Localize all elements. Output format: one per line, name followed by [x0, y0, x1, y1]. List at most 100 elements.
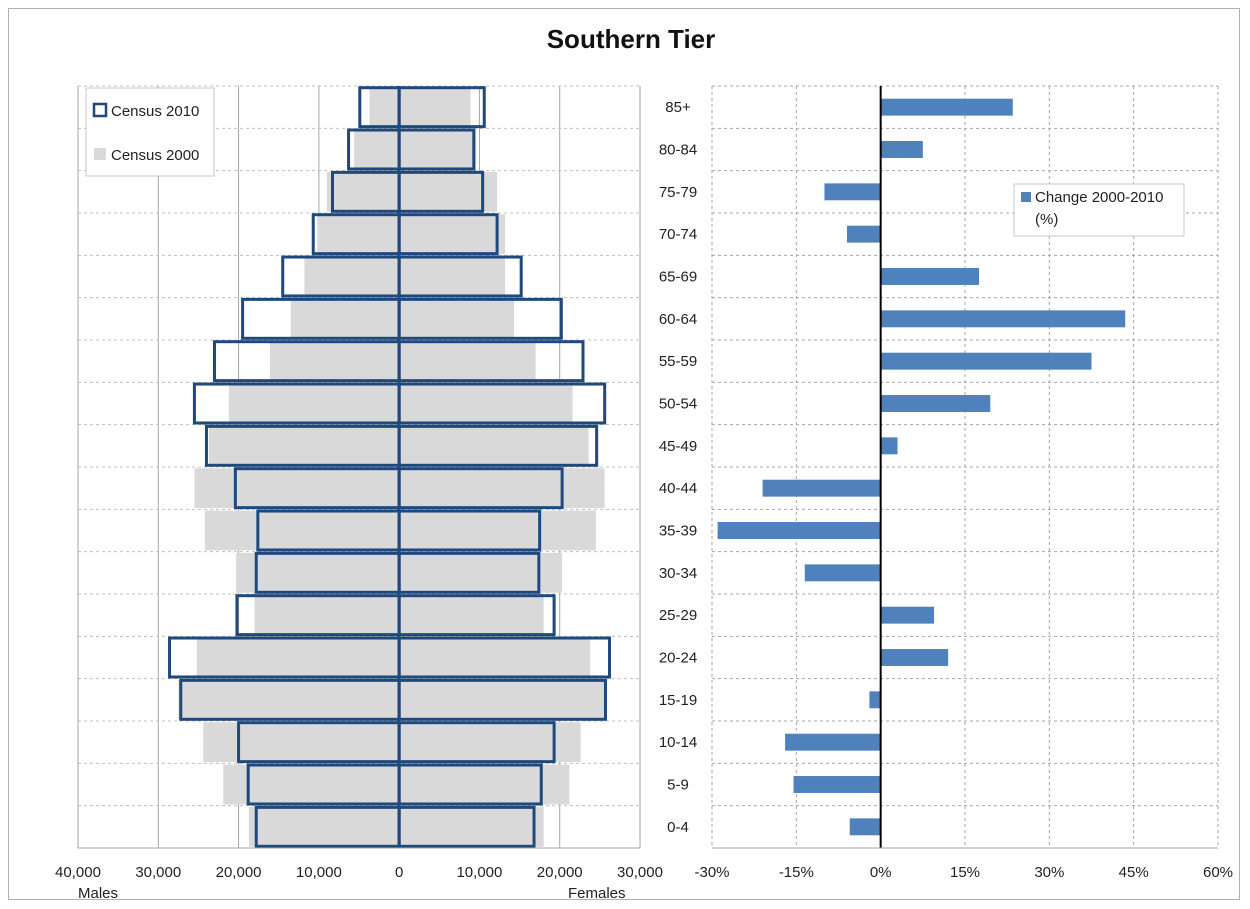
bar-2000-female-5-9 [399, 764, 570, 805]
legend-swatch-census-2000 [94, 148, 106, 160]
bar-2000-female-35-39 [399, 510, 596, 551]
change-tick-label: 0% [870, 864, 892, 881]
change-bar-25-29 [880, 606, 935, 624]
pyramid-legend: Census 2010 Census 2000 [85, 87, 215, 177]
change-bar-80-84 [880, 141, 923, 158]
legend-label-census-2010: Census 2010 [111, 103, 199, 120]
bar-2000-female-60-64 [399, 298, 514, 339]
age-label-20-24: 20-24 [659, 650, 697, 667]
bar-2000-female-85+ [399, 87, 471, 128]
age-label-5-9: 5-9 [667, 777, 689, 794]
change-bar-50-54 [880, 395, 991, 412]
change-bars [717, 98, 1126, 836]
bar-2000-female-80-84 [399, 129, 477, 170]
change-bar-40-44 [762, 479, 881, 497]
change-tick-label: -15% [779, 864, 814, 881]
change-bar-15-19 [869, 691, 881, 709]
bar-2000-male-40-44 [194, 468, 400, 509]
bar-2000-female-55-59 [399, 341, 536, 382]
bar-2000-male-10-14 [203, 722, 400, 763]
females-label: Females [568, 885, 626, 902]
change-bar-85+ [880, 98, 1013, 116]
pyramid-legend-box [85, 87, 215, 177]
bar-2000-male-85+ [369, 87, 400, 128]
pyramid-tick-label: 10,000 [296, 864, 342, 881]
age-label-10-14: 10-14 [659, 734, 697, 751]
bar-2000-male-15-19 [178, 679, 400, 720]
bar-2000-female-45-49 [399, 425, 589, 466]
bar-2000-male-80-84 [354, 129, 400, 170]
bar-2000-female-10-14 [399, 722, 581, 763]
bar-2000-male-5-9 [223, 764, 400, 805]
change-bar-30-34 [804, 564, 881, 582]
change-tick-label: 60% [1203, 864, 1233, 881]
bar-2000-female-75-79 [399, 171, 498, 212]
change-bar-45-49 [880, 437, 898, 455]
age-category-labels: 0-4 5-9 10-14 15-19 20-24 25-29 30-34 35-39 40-4… [659, 99, 697, 836]
bar-2000-female-15-19 [399, 679, 607, 720]
age-label-80-84: 80-84 [659, 142, 697, 159]
change-grid [711, 85, 1219, 849]
pyramid-tick-label: 30,000 [617, 864, 663, 881]
change-bar-5-9 [793, 776, 881, 793]
pyramid-tick-label: 20,000 [537, 864, 583, 881]
pyramid-tick-label: 20,000 [216, 864, 262, 881]
age-label-70-74: 70-74 [659, 226, 697, 243]
age-label-25-29: 25-29 [659, 607, 697, 624]
change-bar-55-59 [880, 352, 1092, 370]
bar-2000-female-20-24 [399, 637, 591, 678]
change-bar-10-14 [785, 733, 881, 751]
pyramid-tick-label: 10,000 [456, 864, 502, 881]
change-bar-65-69 [880, 268, 980, 285]
change-bar-20-24 [880, 649, 949, 666]
pyramid-axis: 40,000 30,000 20,000 10,000 0 10,000 20,000 30,… [55, 86, 663, 881]
bar-2000-male-60-64 [290, 298, 400, 339]
change-bar-0-4 [849, 818, 881, 836]
age-label-55-59: 55-59 [659, 353, 697, 370]
bar-2000-male-30-34 [236, 552, 400, 593]
age-label-0-4: 0-4 [667, 819, 689, 836]
bar-2000-female-65-69 [399, 256, 506, 297]
males-label: Males [78, 885, 118, 902]
change-legend-box [1013, 183, 1185, 237]
pyramid-bars-2000 [178, 87, 607, 847]
bar-2000-female-30-34 [399, 552, 563, 593]
bar-2000-male-50-54 [228, 383, 400, 424]
bar-2000-female-25-29 [399, 595, 544, 636]
age-label-30-34: 30-34 [659, 565, 697, 582]
bar-2000-female-50-54 [399, 383, 573, 424]
bar-2000-male-55-59 [269, 341, 400, 382]
legend-label-change-line1: Change 2000-2010 [1035, 189, 1163, 206]
change-tick-label: 15% [950, 864, 980, 881]
chart-title: Southern Tier [546, 24, 716, 54]
age-label-15-19: 15-19 [659, 692, 697, 709]
age-label-45-49: 45-49 [659, 438, 697, 455]
bar-2000-male-70-74 [317, 214, 400, 255]
bar-2000-male-25-29 [254, 595, 400, 636]
pyramid-grid [77, 85, 641, 849]
legend-label-change-line2: (%) [1035, 211, 1058, 228]
pyramid-tick-label: 30,000 [135, 864, 181, 881]
bar-2000-male-75-79 [326, 171, 400, 212]
age-label-75-79: 75-79 [659, 184, 697, 201]
age-label-50-54: 50-54 [659, 396, 697, 413]
bar-2000-male-45-49 [208, 425, 400, 466]
chart-frame [8, 8, 1240, 900]
bar-2000-male-20-24 [196, 637, 400, 678]
age-label-35-39: 35-39 [659, 523, 697, 540]
age-label-65-69: 65-69 [659, 269, 697, 286]
change-tick-label: 30% [1034, 864, 1064, 881]
bar-2000-male-0-4 [249, 806, 400, 847]
legend-label-census-2000: Census 2000 [111, 147, 199, 164]
age-label-60-64: 60-64 [659, 311, 697, 328]
bar-2000-male-35-39 [204, 510, 400, 551]
pyramid-tick-label: 0 [395, 864, 403, 881]
change-bar-35-39 [717, 522, 881, 539]
change-bar-70-74 [846, 225, 881, 243]
change-bar-75-79 [824, 183, 881, 201]
change-legend: Change 2000-2010 (%) [1013, 183, 1185, 237]
pyramid-tick-label: 40,000 [55, 864, 101, 881]
age-label-85+: 85+ [665, 99, 691, 116]
bar-2000-female-0-4 [399, 806, 544, 847]
